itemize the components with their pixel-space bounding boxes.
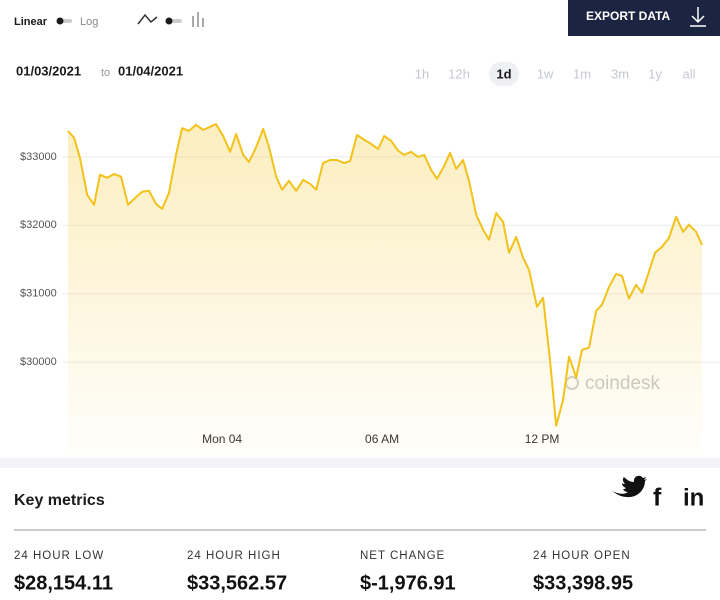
scale-option[interactable]: Log [80, 16, 98, 28]
range-button[interactable]: 3m [611, 66, 629, 81]
metric-value: $-1,976.91 [360, 572, 456, 594]
range-button[interactable]: 1w [537, 66, 554, 81]
line [67, 123, 703, 427]
toggle-knob [165, 17, 173, 25]
toggle-knob [56, 17, 64, 25]
metric-label: 24 HOUR LOW [14, 550, 104, 562]
range-button[interactable]: 1d [496, 66, 511, 81]
download-icon[interactable] [690, 7, 706, 27]
social-icon[interactable]: f [653, 484, 662, 512]
metric-value: $28,154.11 [14, 572, 113, 594]
y-tick-label: $31000 [20, 288, 57, 300]
social-icon[interactable]: in [683, 484, 704, 511]
metric-label: NET CHANGE [360, 550, 445, 562]
range-button[interactable]: all [682, 66, 695, 81]
scale-option[interactable]: Linear [14, 16, 48, 28]
range-active-bg [489, 62, 519, 86]
y-tick-label: $30000 [20, 356, 57, 368]
twitter-icon[interactable] [612, 475, 647, 498]
metric-value: $33,562.57 [187, 572, 287, 594]
date-to[interactable]: 01/04/2021 [118, 63, 183, 78]
metric-value: $33,398.95 [533, 572, 633, 594]
bar-icon[interactable] [192, 12, 204, 27]
date-from[interactable]: 01/03/2021 [16, 63, 81, 78]
y-tick-label: $32000 [20, 219, 57, 231]
range-button[interactable]: 1m [573, 66, 591, 81]
y-tick-label: $33000 [20, 151, 57, 163]
separator [0, 458, 720, 468]
metric-label: 24 HOUR HIGH [187, 550, 281, 562]
date-separator: to [101, 67, 110, 79]
section-title: Key metrics [14, 492, 105, 509]
metric-label: 24 HOUR OPEN [533, 550, 631, 562]
line-icon[interactable] [137, 13, 158, 25]
range-button[interactable]: 1h [415, 66, 429, 81]
area [68, 124, 702, 455]
export-label[interactable]: EXPORT DATA [586, 9, 671, 23]
range-button[interactable]: 1y [648, 66, 662, 81]
range-button[interactable]: 12h [448, 66, 470, 81]
